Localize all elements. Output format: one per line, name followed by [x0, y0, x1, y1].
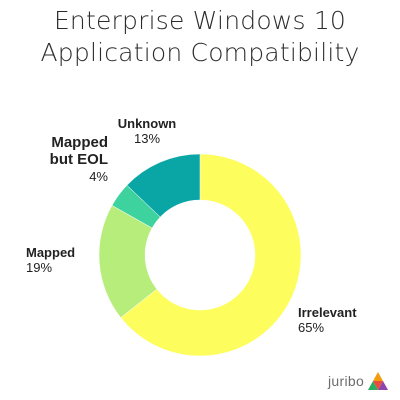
- slice-value-mapped-but-eol: 4%: [89, 168, 108, 184]
- slice-name-irrelevant: Irrelevant: [298, 305, 357, 320]
- slice-label-unknown: Unknown 13%: [116, 116, 178, 147]
- juribo-logo: juribo: [328, 372, 389, 390]
- slice-value-unknown: 13%: [133, 131, 161, 147]
- slice-name-mapped: Mapped: [26, 245, 76, 260]
- slice-label-mapped-but-eol: Mapped but EOL 4%: [28, 134, 108, 184]
- slice-name-mapped-but-eol-line-1: Mapped: [51, 134, 108, 151]
- slice-label-irrelevant: Irrelevant 65%: [298, 305, 378, 336]
- logo-text: juribo: [328, 373, 365, 389]
- juribo-triangle-logo-icon: [368, 372, 389, 390]
- donut-slice-irrelevant: [120, 153, 302, 357]
- slice-label-mapped: Mapped 19%: [26, 245, 96, 276]
- slice-value-irrelevant: 65%: [298, 320, 325, 336]
- slice-name-unknown: Unknown: [117, 116, 177, 131]
- donut-slice-unknown: [126, 153, 201, 218]
- chart-title-line-1: Enterprise Windows 10: [53, 6, 347, 35]
- chart-title-line-2: Application Compatibility: [40, 38, 360, 67]
- slice-name-mapped-but-eol-line-2: but EOL: [49, 151, 108, 169]
- donut-slices: [98, 153, 302, 357]
- slice-value-mapped: 19%: [26, 260, 53, 276]
